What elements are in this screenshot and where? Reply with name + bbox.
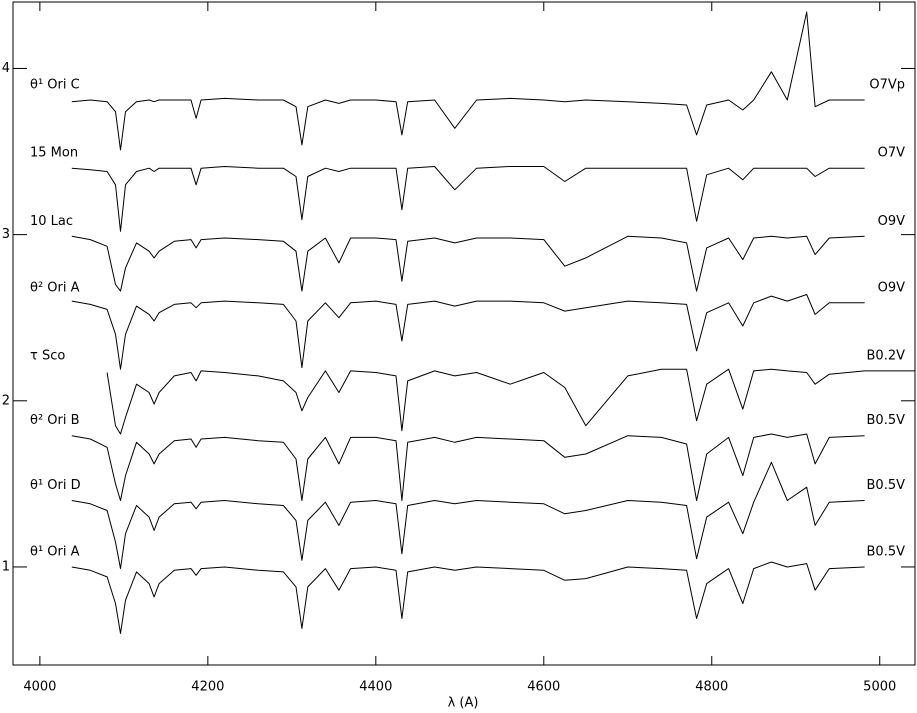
y-tick-label: 4 (2, 61, 10, 76)
spectral-type: B0.5V (867, 478, 906, 493)
series-name: τ Sco (30, 348, 65, 363)
series-name: θ² Ori B (30, 413, 80, 428)
plot-frame (12, 1, 916, 666)
spectrum (106, 368, 915, 435)
x-tick-label: 4200 (191, 680, 224, 695)
spectral-type: B0.5V (867, 413, 906, 428)
x-tick-label: 4600 (527, 680, 560, 695)
spectrum (71, 294, 865, 370)
spectrum (71, 166, 865, 232)
y-tick-label: 3 (2, 227, 10, 242)
spectrum (71, 461, 865, 570)
x-tick-label: 4800 (695, 680, 728, 695)
x-axis-label: λ (A) (448, 696, 479, 711)
spectral-type: B0.2V (867, 348, 906, 363)
series-name: θ¹ Ori C (30, 78, 80, 93)
y-tick-label: 1 (2, 559, 10, 574)
series-name: θ¹ Ori D (30, 478, 81, 493)
y-tick-label: 2 (2, 393, 10, 408)
series-name: 15 Mon (30, 146, 78, 161)
series-name: θ² Ori A (30, 280, 80, 295)
series-name: θ¹ Ori A (30, 544, 80, 559)
spectral-type: O7Vp (869, 78, 905, 93)
x-tick-label: 4000 (23, 680, 56, 695)
spectrum (71, 433, 865, 501)
series-name: 10 Lac (30, 214, 73, 229)
spectral-type: O7V (878, 146, 906, 161)
spectrum (71, 11, 865, 151)
spectral-type: O9V (878, 280, 906, 295)
spectral-type: B0.5V (867, 544, 906, 559)
x-tick-label: 4400 (359, 680, 392, 695)
x-tick-label: 5000 (863, 680, 896, 695)
spectral-type: O9V (878, 214, 906, 229)
spectrum (71, 561, 865, 634)
spectrum (71, 235, 865, 292)
